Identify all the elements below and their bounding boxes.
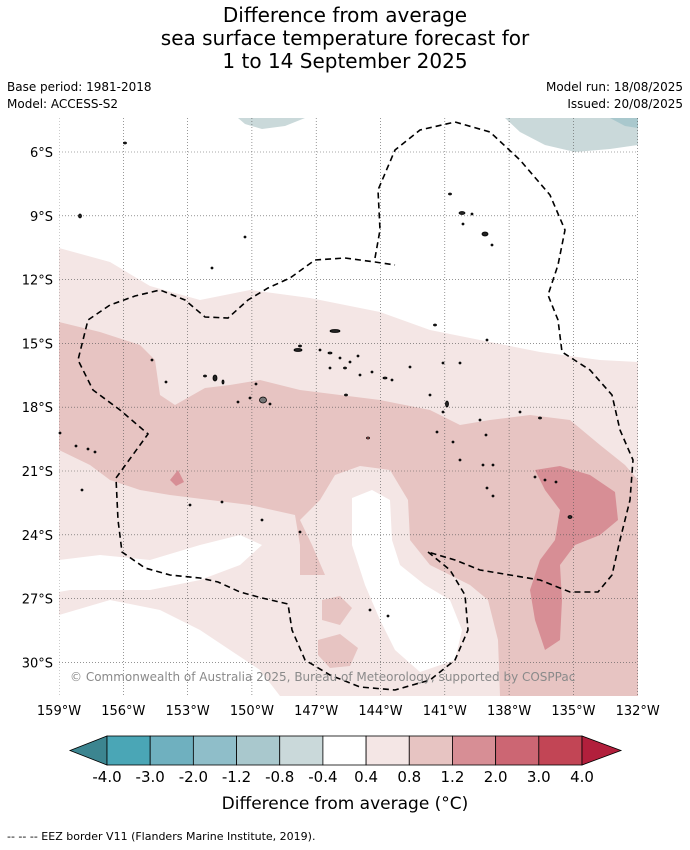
lat-label: 6°S: [30, 146, 53, 161]
colorbar-tick-label: 2.0: [484, 768, 508, 786]
lat-label: 15°S: [22, 337, 53, 352]
colorbar-title: Difference from average (°C): [0, 794, 690, 814]
latitude-labels: 6°S 9°S 12°S 15°S 18°S 21°S 24°S 27°S 30°S: [22, 146, 53, 671]
neutral-region: [59, 600, 280, 696]
colorbar-tick-label: 3.0: [527, 768, 551, 786]
lon-label: 153°W: [166, 704, 210, 719]
cool-anomaly-region: [505, 118, 638, 152]
colorbar-swatch: [365, 735, 410, 766]
colorbar-swatch: [408, 735, 453, 766]
sst-anomaly-field: [59, 118, 638, 696]
cool-anomaly-region: [238, 118, 305, 129]
lon-label: 141°W: [423, 704, 467, 719]
lon-label: 156°W: [101, 704, 145, 719]
colorbar-tick-label: -4.0: [92, 768, 121, 786]
copyright-notice: © Commonwealth of Australia 2025, Bureau…: [70, 670, 575, 684]
colorbar-tick-label: -0.4: [308, 768, 337, 786]
colorbar-swatch: [106, 735, 151, 766]
neutral-region: [59, 535, 262, 592]
title-line-2: sea surface temperature forecast for: [160, 26, 530, 50]
colorbar-swatch: [452, 735, 497, 766]
lon-label: 138°W: [487, 704, 531, 719]
model-name: Model: ACCESS-S2: [7, 97, 119, 111]
issued-date: Issued: 20/08/2025: [567, 97, 683, 111]
lat-label: 18°S: [22, 401, 53, 416]
colorbar-tick-label: -0.8: [265, 768, 294, 786]
neutral-region: [352, 490, 462, 672]
lat-label: 9°S: [30, 210, 53, 225]
lat-label: 30°S: [22, 656, 53, 671]
colorbar-swatch: [322, 735, 367, 766]
colorbar-swatch: [279, 735, 324, 766]
warm-anomaly-high-region: [530, 466, 618, 650]
colorbar: -4.0 -3.0 -2.0 -1.2 -0.8 -0.4 0.4 0.8 1.2 2.0 3.0 4…: [68, 735, 623, 786]
colorbar-tick-label: 0.8: [397, 768, 421, 786]
colorbar-tick-label: -3.0: [136, 768, 165, 786]
lon-label: 150°W: [230, 704, 274, 719]
colorbar-tick-label: -2.0: [179, 768, 208, 786]
title-line-3: 1 to 14 September 2025: [222, 49, 468, 73]
colorbar-tick-label: -1.2: [222, 768, 251, 786]
colorbar-extend-high: [581, 735, 623, 766]
colorbar-swatch: [495, 735, 540, 766]
colorbar-extend-low: [68, 735, 108, 766]
model-run: Model run: 18/08/2025: [545, 80, 683, 94]
lon-label: 132°W: [616, 704, 660, 719]
colorbar-tick-label: 1.2: [441, 768, 465, 786]
title-line-1: Difference from average: [222, 3, 468, 27]
lat-label: 21°S: [22, 465, 53, 480]
lon-label: 159°W: [37, 704, 81, 719]
warm-anomaly-mid-region: [318, 634, 358, 668]
warm-anomaly-mid-region: [322, 596, 352, 625]
colorbar-swatch: [149, 735, 194, 766]
lat-label: 24°S: [22, 529, 53, 544]
eez-legend-note: -- -- -- EEZ border V11 (Flanders Marine…: [7, 830, 316, 843]
lon-label: 147°W: [294, 704, 338, 719]
eez-border: [77, 121, 634, 691]
colorbar-tick-label: 0.4: [354, 768, 378, 786]
cool-anomaly-region: [610, 118, 638, 128]
graticule: [59, 118, 638, 696]
base-period: Base period: 1981-2018: [7, 80, 152, 94]
colorbar-tick-label: 4.0: [570, 768, 594, 786]
warm-anomaly-mid-region: [59, 322, 638, 696]
colorbar-swatch: [538, 735, 583, 766]
lon-label: 144°W: [358, 704, 402, 719]
lat-label: 27°S: [22, 593, 53, 608]
warm-anomaly-high-region: [170, 470, 184, 486]
lon-label: 135°W: [551, 704, 595, 719]
colorbar-title-text: Difference from average (°C): [221, 794, 469, 814]
longitude-labels: 159°W 156°W 153°W 150°W 147°W 144°W 141°W 138°W…: [37, 704, 660, 719]
lat-label: 12°S: [22, 274, 53, 289]
colorbar-swatch: [236, 735, 281, 766]
colorbar-swatch: [192, 735, 237, 766]
islands: [58, 141, 573, 618]
